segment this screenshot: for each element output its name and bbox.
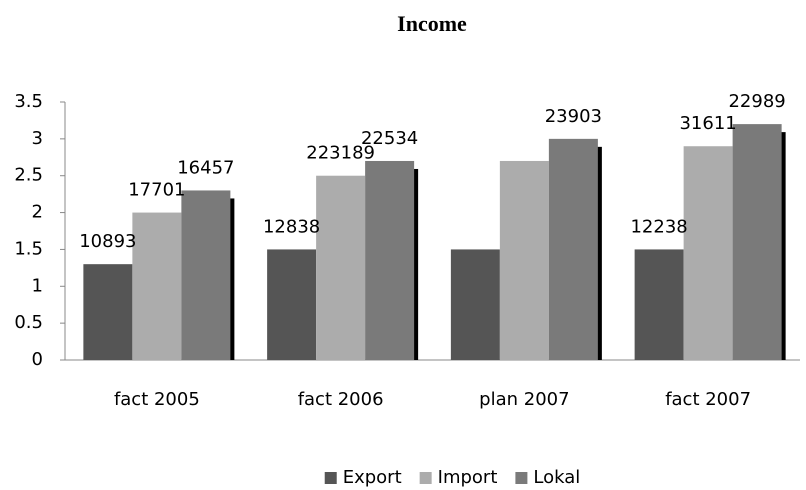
y-tick-label: 2 xyxy=(32,202,43,223)
data-label: 16457 xyxy=(177,157,234,178)
x-tick-label: plan 2007 xyxy=(479,389,569,410)
y-tick-label: 1 xyxy=(32,275,43,296)
y-tick-label: 0.5 xyxy=(14,312,43,333)
data-label: 22534 xyxy=(361,128,418,149)
bar xyxy=(548,138,598,360)
data-label: 31611 xyxy=(679,113,736,134)
data-label: 22989 xyxy=(728,91,785,112)
data-label: 12238 xyxy=(630,216,687,237)
bar xyxy=(634,249,684,360)
y-tick-label: 3 xyxy=(32,128,43,149)
bar xyxy=(683,146,733,360)
bar xyxy=(83,264,133,360)
legend-swatch xyxy=(515,472,528,484)
bar xyxy=(181,190,231,360)
x-tick-label: fact 2007 xyxy=(665,389,751,410)
legend-label: Export xyxy=(343,467,402,488)
legend-label: Lokal xyxy=(533,467,580,488)
legend-label: Import xyxy=(438,467,498,488)
x-tick-label: fact 2005 xyxy=(114,389,200,410)
y-tick-label: 2.5 xyxy=(14,165,43,186)
bar xyxy=(267,249,317,360)
legend-swatch xyxy=(419,472,432,484)
data-label: 23903 xyxy=(545,106,602,127)
bar xyxy=(732,124,782,360)
bar xyxy=(450,249,500,360)
y-tick-label: 1.5 xyxy=(14,238,43,259)
data-label: 17701 xyxy=(128,180,185,201)
bar xyxy=(316,175,366,360)
legend-swatch xyxy=(324,472,337,484)
y-tick-label: 3.5 xyxy=(14,91,43,112)
bar xyxy=(365,160,415,360)
data-label: 12838 xyxy=(263,216,320,237)
data-label: 10893 xyxy=(79,231,136,252)
data-label: 223189 xyxy=(306,143,375,164)
bar xyxy=(132,212,182,360)
x-tick-label: fact 2006 xyxy=(298,389,384,410)
bar xyxy=(499,160,549,360)
chart-title: Income xyxy=(397,11,467,36)
y-tick-label: 0 xyxy=(32,349,43,370)
